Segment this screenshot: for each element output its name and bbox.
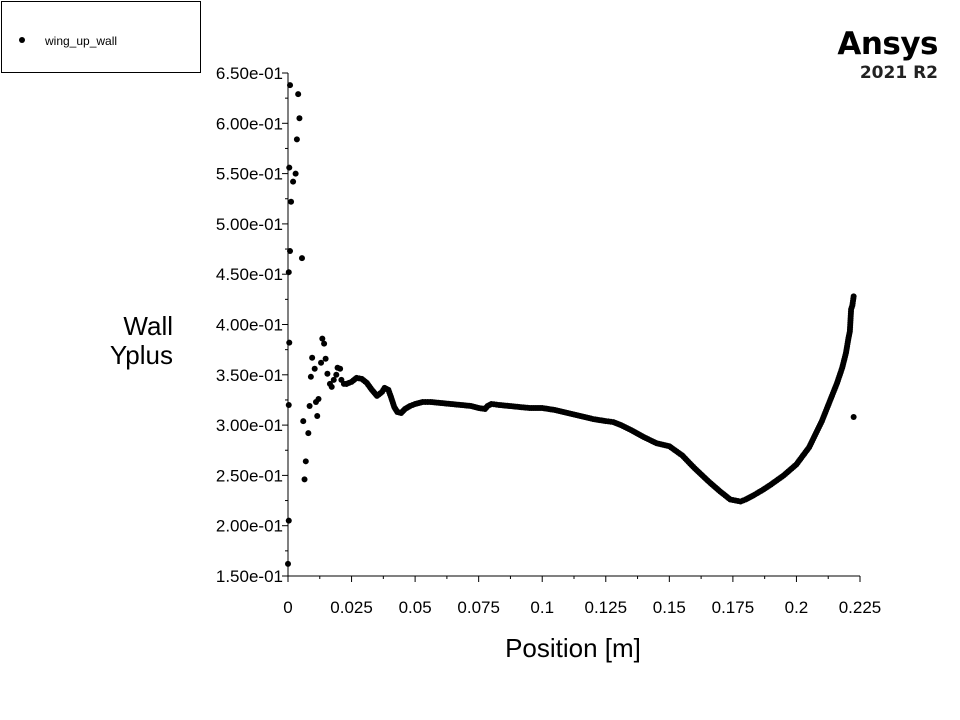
x-tick-label: 0.1 [530, 598, 554, 617]
y-tick-label: 6.50e-01 [216, 64, 283, 83]
data-point [324, 370, 331, 377]
data-point [287, 248, 294, 255]
data-point [295, 91, 302, 98]
y-tick-label: 3.00e-01 [216, 416, 283, 435]
data-point [302, 458, 309, 465]
data-point [293, 136, 300, 143]
y-tick-label: 6.00e-01 [216, 114, 283, 133]
y-tick-label: 2.50e-01 [216, 466, 283, 485]
brand-logo: Ansys 2021 R2 [837, 26, 938, 84]
data-point [290, 178, 297, 185]
data-point [333, 371, 340, 378]
data-point [285, 560, 291, 567]
x-axis-title: Position [m] [505, 633, 641, 663]
data-point [330, 376, 337, 383]
data-point [322, 355, 329, 362]
y-tick-label: 2.00e-01 [216, 517, 283, 536]
data-points [285, 82, 857, 567]
data-point [301, 476, 308, 483]
x-tick-label: 0.05 [399, 598, 432, 617]
x-tick-label: 0.175 [712, 598, 755, 617]
data-point [314, 413, 321, 420]
y-axis-title-line-2: Yplus [110, 340, 173, 370]
data-point [285, 401, 292, 408]
data-point [311, 365, 318, 372]
data-point [306, 402, 313, 409]
data-point [307, 373, 314, 380]
y-axis-title-line-1: Wall [123, 311, 173, 341]
x-tick-label: 0.075 [457, 598, 500, 617]
y-tick-label: 4.50e-01 [216, 265, 283, 284]
data-point [292, 170, 299, 177]
legend-box: wing_up_wall [1, 1, 201, 73]
data-point [337, 365, 344, 372]
legend-marker-icon [19, 37, 25, 43]
data-point [298, 255, 305, 262]
data-point [288, 198, 295, 205]
y-tick-label: 4.00e-01 [216, 316, 283, 335]
data-point [850, 293, 857, 300]
data-point [300, 418, 307, 425]
data-point [285, 517, 292, 524]
axes [287, 73, 860, 577]
x-tick-label: 0.2 [785, 598, 809, 617]
data-point [850, 414, 857, 421]
data-point [309, 354, 316, 361]
data-point [315, 395, 322, 402]
brand-name: Ansys [837, 26, 938, 62]
data-point [328, 383, 335, 390]
y-tick-label: 5.00e-01 [216, 215, 283, 234]
x-tick-label: 0.225 [839, 598, 882, 617]
x-tick-label: 0.125 [585, 598, 628, 617]
y-tick-label: 3.50e-01 [216, 366, 283, 385]
y-tick-label: 1.50e-01 [216, 567, 283, 586]
data-point [287, 82, 294, 89]
data-point [321, 340, 328, 347]
x-tick-label: 0 [283, 598, 292, 617]
y-tick-label: 5.50e-01 [216, 165, 283, 184]
ticks: 1.50e-01 2.00e-01 2.50e-01 3.00e-01 3.50e-01… [216, 64, 881, 617]
data-point [285, 269, 292, 276]
x-tick-label: 0.025 [330, 598, 373, 617]
brand-version: 2021 R2 [859, 63, 938, 83]
data-point [318, 359, 325, 366]
data-point [319, 335, 326, 342]
data-point [296, 115, 303, 122]
data-point [305, 430, 312, 437]
x-tick-label: 0.15 [653, 598, 686, 617]
legend-label: wing_up_wall [45, 34, 118, 48]
data-point [286, 339, 293, 346]
data-point [286, 164, 293, 171]
